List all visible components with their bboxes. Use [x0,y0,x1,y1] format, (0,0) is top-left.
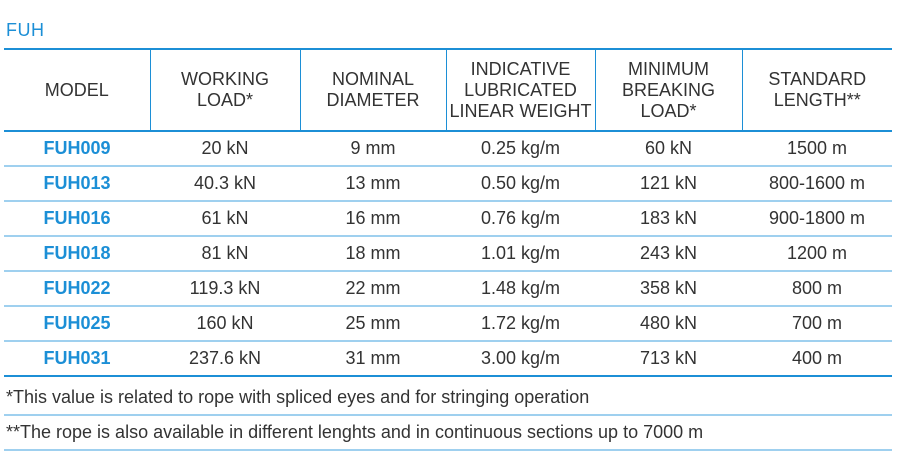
cell-linear-weight: 0.76 kg/m [446,201,595,237]
header-line: WORKING [181,69,269,89]
header-nominal-diameter: NOMINAL DIAMETER [300,50,447,132]
cell-standard-length: 1500 m [742,131,892,167]
header-line: BREAKING [621,79,716,100]
footnotes: *This value is related to rope with spli… [4,381,892,451]
cell-standard-length: 800 m [742,271,892,307]
footnote-working-load: *This value is related to rope with spli… [4,381,892,416]
footnote-length: **The rope is also available in differen… [4,416,892,451]
cell-linear-weight: 1.48 kg/m [446,271,595,307]
cell-nominal-diameter: 13 mm [300,166,446,202]
table-row: FUH009 20 kN 9 mm 0.25 kg/m 60 kN 1500 m [4,131,892,167]
cell-working-load: 119.3 kN [150,271,300,307]
table-row: FUH025 160 kN 25 mm 1.72 kg/m 480 kN 700… [4,306,892,342]
cell-model: FUH025 [4,306,150,342]
cell-model: FUH018 [4,236,150,272]
header-model: MODEL [4,50,151,132]
cell-working-load: 81 kN [150,236,300,272]
cell-model: FUH022 [4,271,150,307]
header-line: LOAD* [640,100,697,121]
cell-working-load: 237.6 kN [150,341,300,377]
cell-breaking-load: 183 kN [595,201,742,237]
cell-model: FUH013 [4,166,150,202]
cell-breaking-load: 121 kN [595,166,742,202]
header-working-load: WORKING LOAD* [150,50,301,132]
table-row: FUH016 61 kN 16 mm 0.76 kg/m 183 kN 900-… [4,201,892,237]
cell-nominal-diameter: 9 mm [300,131,446,167]
table-row: FUH018 81 kN 18 mm 1.01 kg/m 243 kN 1200… [4,236,892,272]
cell-standard-length: 800-1600 m [742,166,892,202]
cell-breaking-load: 60 kN [595,131,742,167]
cell-model: FUH009 [4,131,150,167]
header-line: INDICATIVE [470,58,571,79]
cell-linear-weight: 0.25 kg/m [446,131,595,167]
cell-working-load: 160 kN [150,306,300,342]
cell-working-load: 20 kN [150,131,300,167]
cell-nominal-diameter: 31 mm [300,341,446,377]
cell-standard-length: 400 m [742,341,892,377]
cell-nominal-diameter: 25 mm [300,306,446,342]
table-title: FUH [6,20,45,40]
cell-nominal-diameter: 22 mm [300,271,446,307]
cell-model: FUH016 [4,201,150,237]
cell-nominal-diameter: 16 mm [300,201,446,237]
header-line: STANDARD [768,69,867,89]
header-line: LENGTH** [773,90,861,110]
cell-nominal-diameter: 18 mm [300,236,446,272]
cell-breaking-load: 358 kN [595,271,742,307]
table-row: FUH031 237.6 kN 31 mm 3.00 kg/m 713 kN 4… [4,341,892,377]
table-row: FUH013 40.3 kN 13 mm 0.50 kg/m 121 kN 80… [4,166,892,202]
header-row: MODEL WORKING LOAD* NOMINAL DIAMETER IND… [4,50,892,132]
table-body: FUH009 20 kN 9 mm 0.25 kg/m 60 kN 1500 m… [4,131,892,377]
cell-working-load: 40.3 kN [150,166,300,202]
cell-model: FUH031 [4,341,150,377]
spec-table: MODEL WORKING LOAD* NOMINAL DIAMETER IND… [4,50,892,377]
cell-working-load: 61 kN [150,201,300,237]
header-line: MINIMUM [628,58,709,79]
header-line: LUBRICATED [464,79,577,100]
header-line: NOMINAL [331,69,414,89]
header-linear-weight: INDICATIVE LUBRICATED LINEAR WEIGHT [446,50,596,132]
cell-linear-weight: 0.50 kg/m [446,166,595,202]
header-line: MODEL [44,79,109,100]
header-standard-length: STANDARD LENGTH** [742,50,892,132]
cell-breaking-load: 713 kN [595,341,742,377]
table-header: MODEL WORKING LOAD* NOMINAL DIAMETER IND… [4,50,892,132]
header-line: LOAD* [196,90,254,110]
cell-standard-length: 900-1800 m [742,201,892,237]
cell-linear-weight: 3.00 kg/m [446,341,595,377]
cell-standard-length: 700 m [742,306,892,342]
title-divider [4,48,892,50]
cell-breaking-load: 480 kN [595,306,742,342]
cell-linear-weight: 1.72 kg/m [446,306,595,342]
header-line: LINEAR WEIGHT [449,100,592,121]
header-breaking-load: MINIMUM BREAKING LOAD* [595,50,743,132]
table-row: FUH022 119.3 kN 22 mm 1.48 kg/m 358 kN 8… [4,271,892,307]
cell-linear-weight: 1.01 kg/m [446,236,595,272]
header-line: DIAMETER [326,90,420,110]
cell-standard-length: 1200 m [742,236,892,272]
cell-breaking-load: 243 kN [595,236,742,272]
